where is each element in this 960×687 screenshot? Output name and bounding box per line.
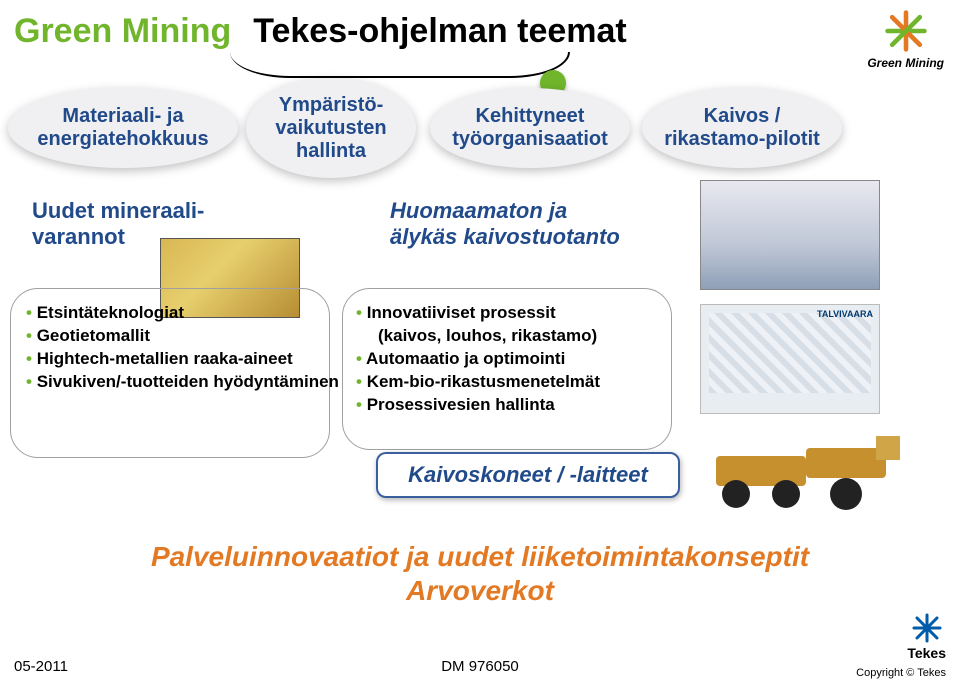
right-bullets: Innovatiiviset prosessit(kaivos, louhos,… (356, 302, 600, 417)
list-item: Innovatiiviset prosessit (356, 302, 600, 325)
bubble-kehittyneet: Kehittyneettyöorganisaatiot (430, 88, 630, 168)
bubble-ymparisto: Ympäristö-vaikutustenhallinta (246, 78, 416, 178)
green-mining-logo: Green Mining (867, 8, 944, 70)
bottom-headline: Palveluinnovaatiot ja uudet liiketoimint… (0, 540, 960, 607)
big-line1: Palveluinnovaatiot ja uudet liiketoimint… (151, 541, 809, 572)
big-line2: Arvoverkot (406, 575, 554, 606)
list-item: Etsintäteknologiat (26, 302, 339, 325)
footer-copyright: Copyright © Tekes (856, 667, 946, 679)
huom-line2: älykäs kaivostuotanto (390, 224, 620, 250)
list-item: Kem-bio-rikastusmenetelmät (356, 371, 600, 394)
mining-vehicle-image (706, 426, 906, 516)
left-bullets: EtsintäteknologiatGeotietomallitHightech… (26, 302, 339, 394)
title-row: Green Mining Tekes-ohjelman teemat (0, 12, 960, 51)
uudet-line1: Uudet mineraali- (32, 198, 204, 223)
green-mining-logo-label: Green Mining (867, 56, 944, 70)
bubble-materiaali: Materiaali- jaenergiatehokkuus (8, 88, 238, 168)
plant-badge: TALVIVAARA (817, 309, 873, 319)
footer-dm: DM 976050 (441, 658, 519, 675)
kaivoskoneet-label: Kaivoskoneet / -laitteet (408, 462, 648, 488)
kaivoskoneet-box: Kaivoskoneet / -laitteet (376, 452, 680, 498)
uudet-line2: varannot (32, 224, 125, 249)
mine-cross-section-image (700, 180, 880, 290)
list-item: Hightech-metallien raaka-aineet (26, 348, 339, 371)
list-item-sub: (kaivos, louhos, rikastamo) (356, 325, 600, 348)
huom-line1: Huomaamaton ja (390, 198, 620, 224)
plant-diagram-image: TALVIVAARA (700, 304, 880, 414)
list-item: Automaatio ja optimointi (356, 348, 600, 371)
title-left: Green Mining (14, 12, 231, 51)
list-item: Geotietomallit (26, 325, 339, 348)
list-item: Sivukiven/-tuotteiden hyödyntäminen (26, 371, 339, 394)
tekes-snowflake-icon (912, 613, 942, 643)
tekes-logo-label: Tekes (907, 645, 946, 661)
tekes-logo: Tekes (907, 613, 946, 661)
speech-underline (230, 52, 570, 78)
list-item: Prosessivesien hallinta (356, 394, 600, 417)
huomaamaton: Huomaamaton ja älykäs kaivostuotanto (390, 198, 620, 250)
title-right: Tekes-ohjelman teemat (253, 12, 627, 51)
footer-date: 05-2011 (14, 658, 68, 675)
bubble-kaivos: Kaivos /rikastamo-pilotit (642, 88, 842, 168)
snowflake-icon (883, 8, 929, 54)
